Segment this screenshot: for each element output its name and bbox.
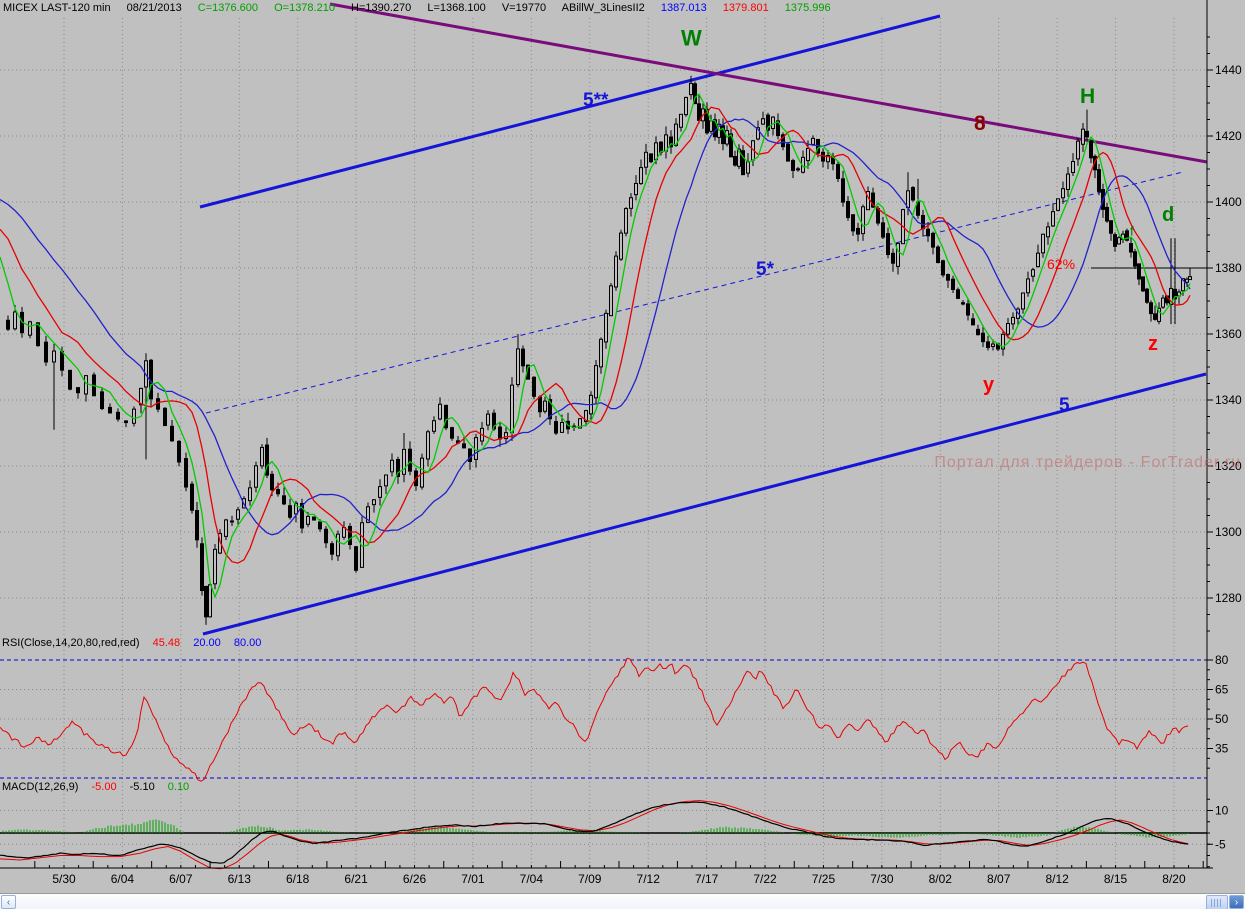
line-label-5: 5 xyxy=(1059,395,1070,416)
macd-line-value: -5.10 xyxy=(129,781,155,793)
price-axis-label: 1320 xyxy=(1215,459,1242,473)
price-axis-label: 1300 xyxy=(1215,525,1242,539)
trendlines xyxy=(199,2,1208,636)
scroll-left-button[interactable]: ‹ xyxy=(1,895,16,909)
date-axis-label: 8/02 xyxy=(929,872,953,886)
wave-label-W: W xyxy=(681,26,702,51)
rsi-axis-label: 50 xyxy=(1215,712,1229,726)
median-dashed-line-5star xyxy=(205,171,1184,414)
price-axis-label: 1420 xyxy=(1215,129,1242,143)
chart-annotations: W H 8 5** 5* 5 62% d f y z xyxy=(583,26,1174,417)
date-axis-label: 7/25 xyxy=(812,872,836,886)
ma-fast-value: 1375.996 xyxy=(784,2,831,14)
header-high: H=1390.270 xyxy=(351,2,412,14)
horizontal-scrollbar[interactable]: ‹ › xyxy=(0,893,1245,909)
symbol-title: MICEX LAST-120 min xyxy=(3,2,111,14)
date-axis-label: 8/15 xyxy=(1104,872,1128,886)
fib-label-62-percent: 62% xyxy=(1047,256,1075,272)
macd-axis-label: -5 xyxy=(1215,837,1226,851)
date-axis-label: 6/04 xyxy=(111,872,135,886)
macd-signal-value: -5.00 xyxy=(91,781,117,793)
line-label-5starstar: 5** xyxy=(583,90,609,111)
moving-average-lines xyxy=(0,93,1191,599)
line-label-5star: 5* xyxy=(756,259,775,280)
date-axis-label: 7/30 xyxy=(870,872,894,886)
date-axis-label: 7/22 xyxy=(753,872,777,886)
rsi-axis-label: 80 xyxy=(1215,653,1229,667)
header-low: L=1368.100 xyxy=(427,2,486,14)
indicator-name: ABillW_3LinesII2 xyxy=(561,2,645,14)
date-axis-label: 7/17 xyxy=(695,872,719,886)
macd-label: MACD(12,26,9) xyxy=(2,781,79,793)
date-axis-label: 7/12 xyxy=(637,872,661,886)
date-axis-label: 6/18 xyxy=(286,872,310,886)
wave-label-H: H xyxy=(1080,85,1095,108)
watermark: Портал для трейдеров - ForTrader.ru xyxy=(934,454,1241,471)
macd-pane xyxy=(0,800,1207,870)
wave-label-y: y xyxy=(983,374,995,396)
date-axis-label: 5/30 xyxy=(52,872,76,886)
price-axis-label: 1360 xyxy=(1215,327,1242,341)
rsi-axis-label: 35 xyxy=(1215,742,1229,756)
candlesticks xyxy=(6,75,1192,625)
rsi-label-row: RSI(Close,14,20,80,red,red) 45.48 20.00 … xyxy=(2,637,271,649)
header-volume: V=19770 xyxy=(501,2,547,14)
wave-label-f: f xyxy=(1130,223,1134,238)
ma-mid-value: 1379.801 xyxy=(722,2,769,14)
date-axis-label: 6/07 xyxy=(169,872,193,886)
scroll-right-button[interactable]: › xyxy=(1229,895,1244,909)
macd-hist-value: 0.10 xyxy=(167,781,190,793)
rsi-low-band-value: 20.00 xyxy=(193,637,221,649)
channel-lower-line-5 xyxy=(202,372,1207,636)
date-axis-label: 8/20 xyxy=(1162,872,1186,886)
price-axis-label: 1340 xyxy=(1215,393,1242,407)
wave-label-d: d xyxy=(1162,204,1174,226)
price-axis-label: 1400 xyxy=(1215,195,1242,209)
header-open: O=1378.210 xyxy=(274,2,335,14)
price-axis-label: 1280 xyxy=(1215,591,1242,605)
ma-slow-value: 1387.013 xyxy=(660,2,707,14)
rsi-axis-label: 65 xyxy=(1215,683,1229,697)
header-close: C=1376.600 xyxy=(197,2,259,14)
macd-label-row: MACD(12,26,9) -5.00 -5.10 0.10 xyxy=(2,781,199,793)
resistance-line-8 xyxy=(329,2,1208,164)
macd-axis-label: 10 xyxy=(1215,804,1229,818)
rsi-high-band-value: 80.00 xyxy=(233,637,262,649)
date-axis-label: 7/01 xyxy=(461,872,485,886)
date-axis-label: 8/12 xyxy=(1045,872,1069,886)
price-axis-label: 1380 xyxy=(1215,261,1242,275)
wave-label-z: z xyxy=(1148,333,1158,355)
date-axis-label: 6/21 xyxy=(344,872,368,886)
date-axis-label: 6/26 xyxy=(403,872,427,886)
date-axis-label: 7/09 xyxy=(578,872,602,886)
price-axis-label: 1440 xyxy=(1215,63,1242,77)
grid-lines xyxy=(0,18,1207,868)
line-label-8: 8 xyxy=(974,112,986,135)
scrollbar-thumb[interactable] xyxy=(1206,895,1228,909)
date-axis-label: 8/07 xyxy=(987,872,1011,886)
channel-upper-line-5starstar xyxy=(199,14,941,209)
rsi-pane xyxy=(0,657,1207,782)
date-axis-label: 7/04 xyxy=(520,872,544,886)
axes: 1440 1420 1400 1380 1360 1340 1320 1300 1280 80 65… xyxy=(0,0,1242,886)
rsi-label: RSI(Close,14,20,80,red,red) xyxy=(2,637,140,649)
header-date: 08/21/2013 xyxy=(126,2,182,14)
date-axis-label: 6/13 xyxy=(228,872,252,886)
chart-header: MICEX LAST-120 min 08/21/2013 C=1376.600… xyxy=(3,2,844,14)
rsi-value: 45.48 xyxy=(152,637,181,649)
